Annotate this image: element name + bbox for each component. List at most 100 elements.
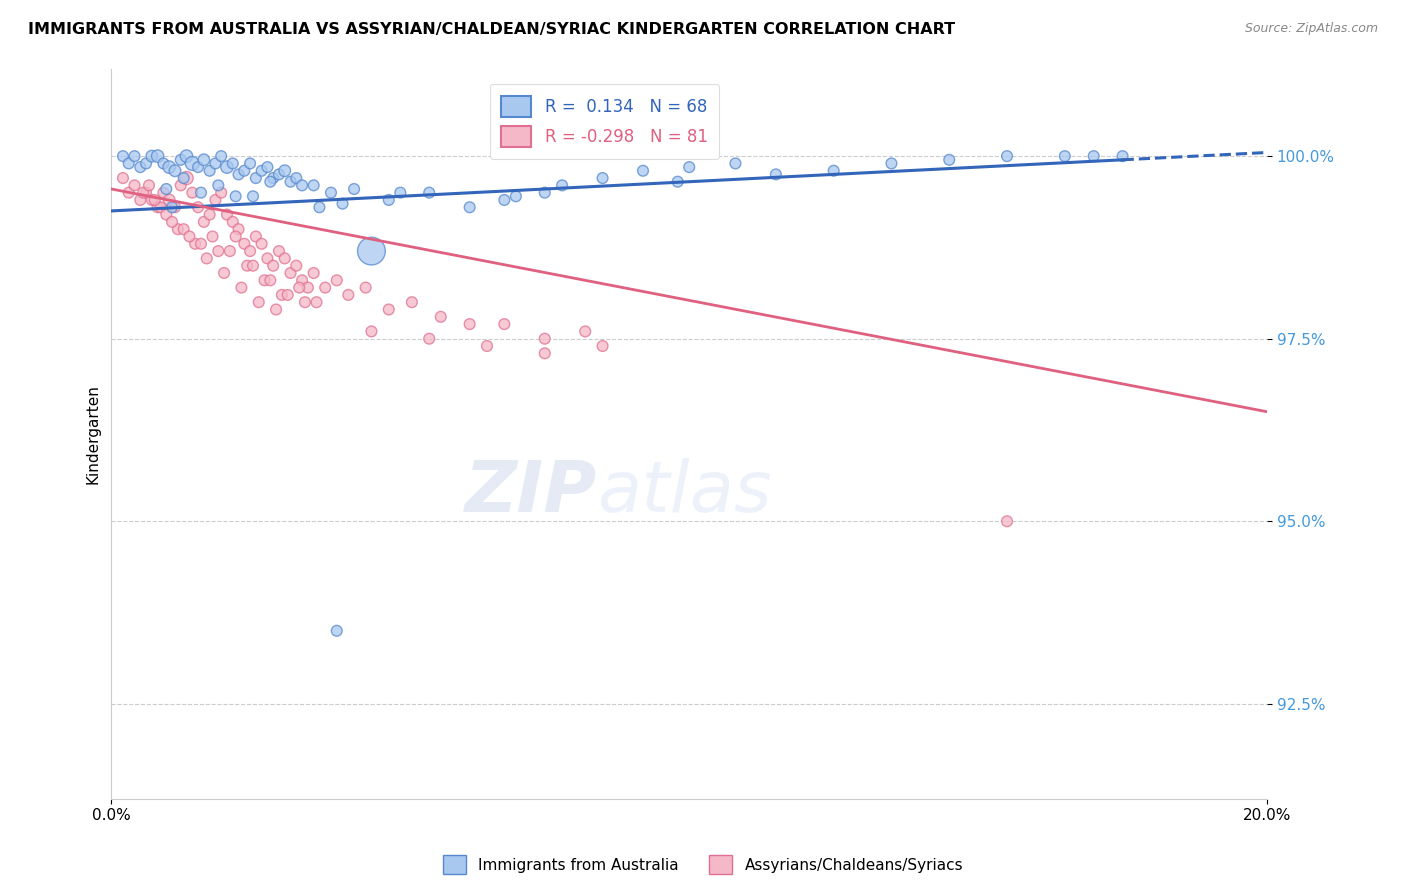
Point [343,182,366,196]
Point [111,149,134,163]
Point [592,339,614,353]
Point [207,178,229,193]
Point [280,266,302,280]
Point [190,186,212,200]
Point [389,186,412,200]
Point [533,346,555,360]
Point [184,236,207,251]
Point [247,295,270,310]
Point [291,178,314,193]
Point [458,317,481,331]
Point [173,222,195,236]
Point [250,163,273,178]
Point [173,171,195,186]
Text: IMMIGRANTS FROM AUSTRALIA VS ASSYRIAN/CHALDEAN/SYRIAC KINDERGARTEN CORRELATION C: IMMIGRANTS FROM AUSTRALIA VS ASSYRIAN/CH… [28,22,955,37]
Point [319,186,342,200]
Point [288,280,311,294]
Point [193,153,215,167]
Point [1111,149,1133,163]
Point [308,200,330,214]
Point [231,280,253,294]
Point [326,624,349,638]
Point [880,156,903,170]
Point [129,160,152,174]
Point [152,156,174,170]
Point [305,295,328,310]
Point [190,236,212,251]
Point [332,196,354,211]
Point [141,149,163,163]
Point [170,178,193,193]
Point [138,178,160,193]
Point [378,302,401,317]
Point [533,186,555,200]
Point [118,186,141,200]
Point [354,280,377,294]
Point [326,273,349,287]
Point [267,244,290,258]
Point [429,310,451,324]
Point [274,252,297,266]
Point [938,153,960,167]
Point [160,200,183,214]
Point [146,149,169,163]
Point [233,163,256,178]
Point [378,193,401,207]
Point [494,193,516,207]
Point [274,163,297,178]
Point [505,189,527,203]
Point [155,182,177,196]
Point [160,215,183,229]
Point [765,168,787,182]
Point [360,244,382,258]
Legend: Immigrants from Australia, Assyrians/Chaldeans/Syriacs: Immigrants from Australia, Assyrians/Cha… [437,849,969,880]
Point [724,156,747,170]
Point [181,156,204,170]
Point [256,160,278,174]
Point [149,200,172,214]
Legend: R =  0.134   N = 68, R = -0.298   N = 81: R = 0.134 N = 68, R = -0.298 N = 81 [489,84,720,159]
Point [418,186,440,200]
Point [143,193,166,207]
Point [1053,149,1076,163]
Point [209,186,232,200]
Point [222,215,245,229]
Point [291,273,314,287]
Point [170,153,193,167]
Point [314,280,336,294]
Point [242,189,264,203]
Point [195,252,218,266]
Point [239,156,262,170]
Point [285,171,308,186]
Point [250,236,273,251]
Point [551,178,574,193]
Point [259,273,281,287]
Point [187,200,209,214]
Point [198,163,221,178]
Point [176,171,198,186]
Y-axis label: Kindergarten: Kindergarten [86,384,100,483]
Point [631,163,654,178]
Point [204,156,226,170]
Point [157,160,180,174]
Point [222,156,245,170]
Point [215,208,238,222]
Point [233,236,256,251]
Point [163,200,186,214]
Point [267,168,290,182]
Point [302,178,325,193]
Point [1083,149,1105,163]
Point [225,189,247,203]
Point [574,325,596,339]
Point [666,175,689,189]
Point [157,193,180,207]
Point [592,171,614,186]
Point [225,229,247,244]
Point [401,295,423,310]
Point [228,222,250,236]
Point [253,273,276,287]
Point [337,288,360,302]
Point [135,156,157,170]
Point [678,160,700,174]
Text: ZIP: ZIP [464,458,596,526]
